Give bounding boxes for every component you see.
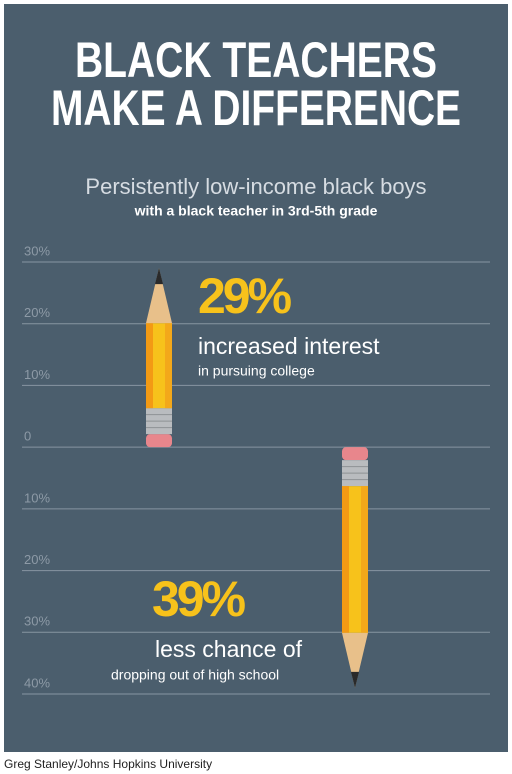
pencil-eraser <box>342 447 368 461</box>
annotation-detail: dropping out of high school <box>111 667 279 683</box>
pencil-wood <box>146 268 172 324</box>
pencil-stripe <box>361 486 368 633</box>
y-tick-label: 40% <box>24 675 50 690</box>
pencil-lead <box>351 671 359 688</box>
source: Greg Stanley/Johns Hopkins University <box>4 757 212 771</box>
y-tick-label: 10% <box>24 490 50 505</box>
pencil-bar <box>342 447 368 688</box>
subtitle: Persistently low-income black boys <box>85 174 426 199</box>
y-tick-label: 20% <box>24 552 50 567</box>
annotation-heading: less chance of <box>155 636 303 662</box>
pencil-wood <box>342 632 368 688</box>
title-line: MAKE A DIFFERENCE <box>51 80 461 136</box>
value-label: 29% <box>198 268 292 324</box>
panel <box>4 4 508 752</box>
pencil-stripe <box>342 486 349 633</box>
y-tick-label: 20% <box>24 305 50 320</box>
value-label: 39% <box>152 571 246 627</box>
pencil-bar <box>146 268 172 448</box>
annotation-detail: in pursuing college <box>198 363 315 379</box>
y-tick-label: 30% <box>24 614 50 629</box>
plot: 30% 20% 10% 0 10% 20% 30% 40% 29% increased inter… <box>22 243 490 695</box>
y-tick-label: 30% <box>24 243 50 258</box>
pencil-eraser <box>146 434 172 448</box>
title-line: BLACK TEACHERS <box>75 32 437 88</box>
y-tick-label: 0 <box>24 429 31 444</box>
y-tick-label: 10% <box>24 367 50 382</box>
pencil-lead <box>155 268 163 285</box>
annotation-heading: increased interest <box>198 333 380 359</box>
subtitle: with a black teacher in 3rd-5th grade <box>134 203 378 219</box>
pencil-stripe <box>146 323 153 409</box>
pencil-stripe <box>165 323 172 409</box>
